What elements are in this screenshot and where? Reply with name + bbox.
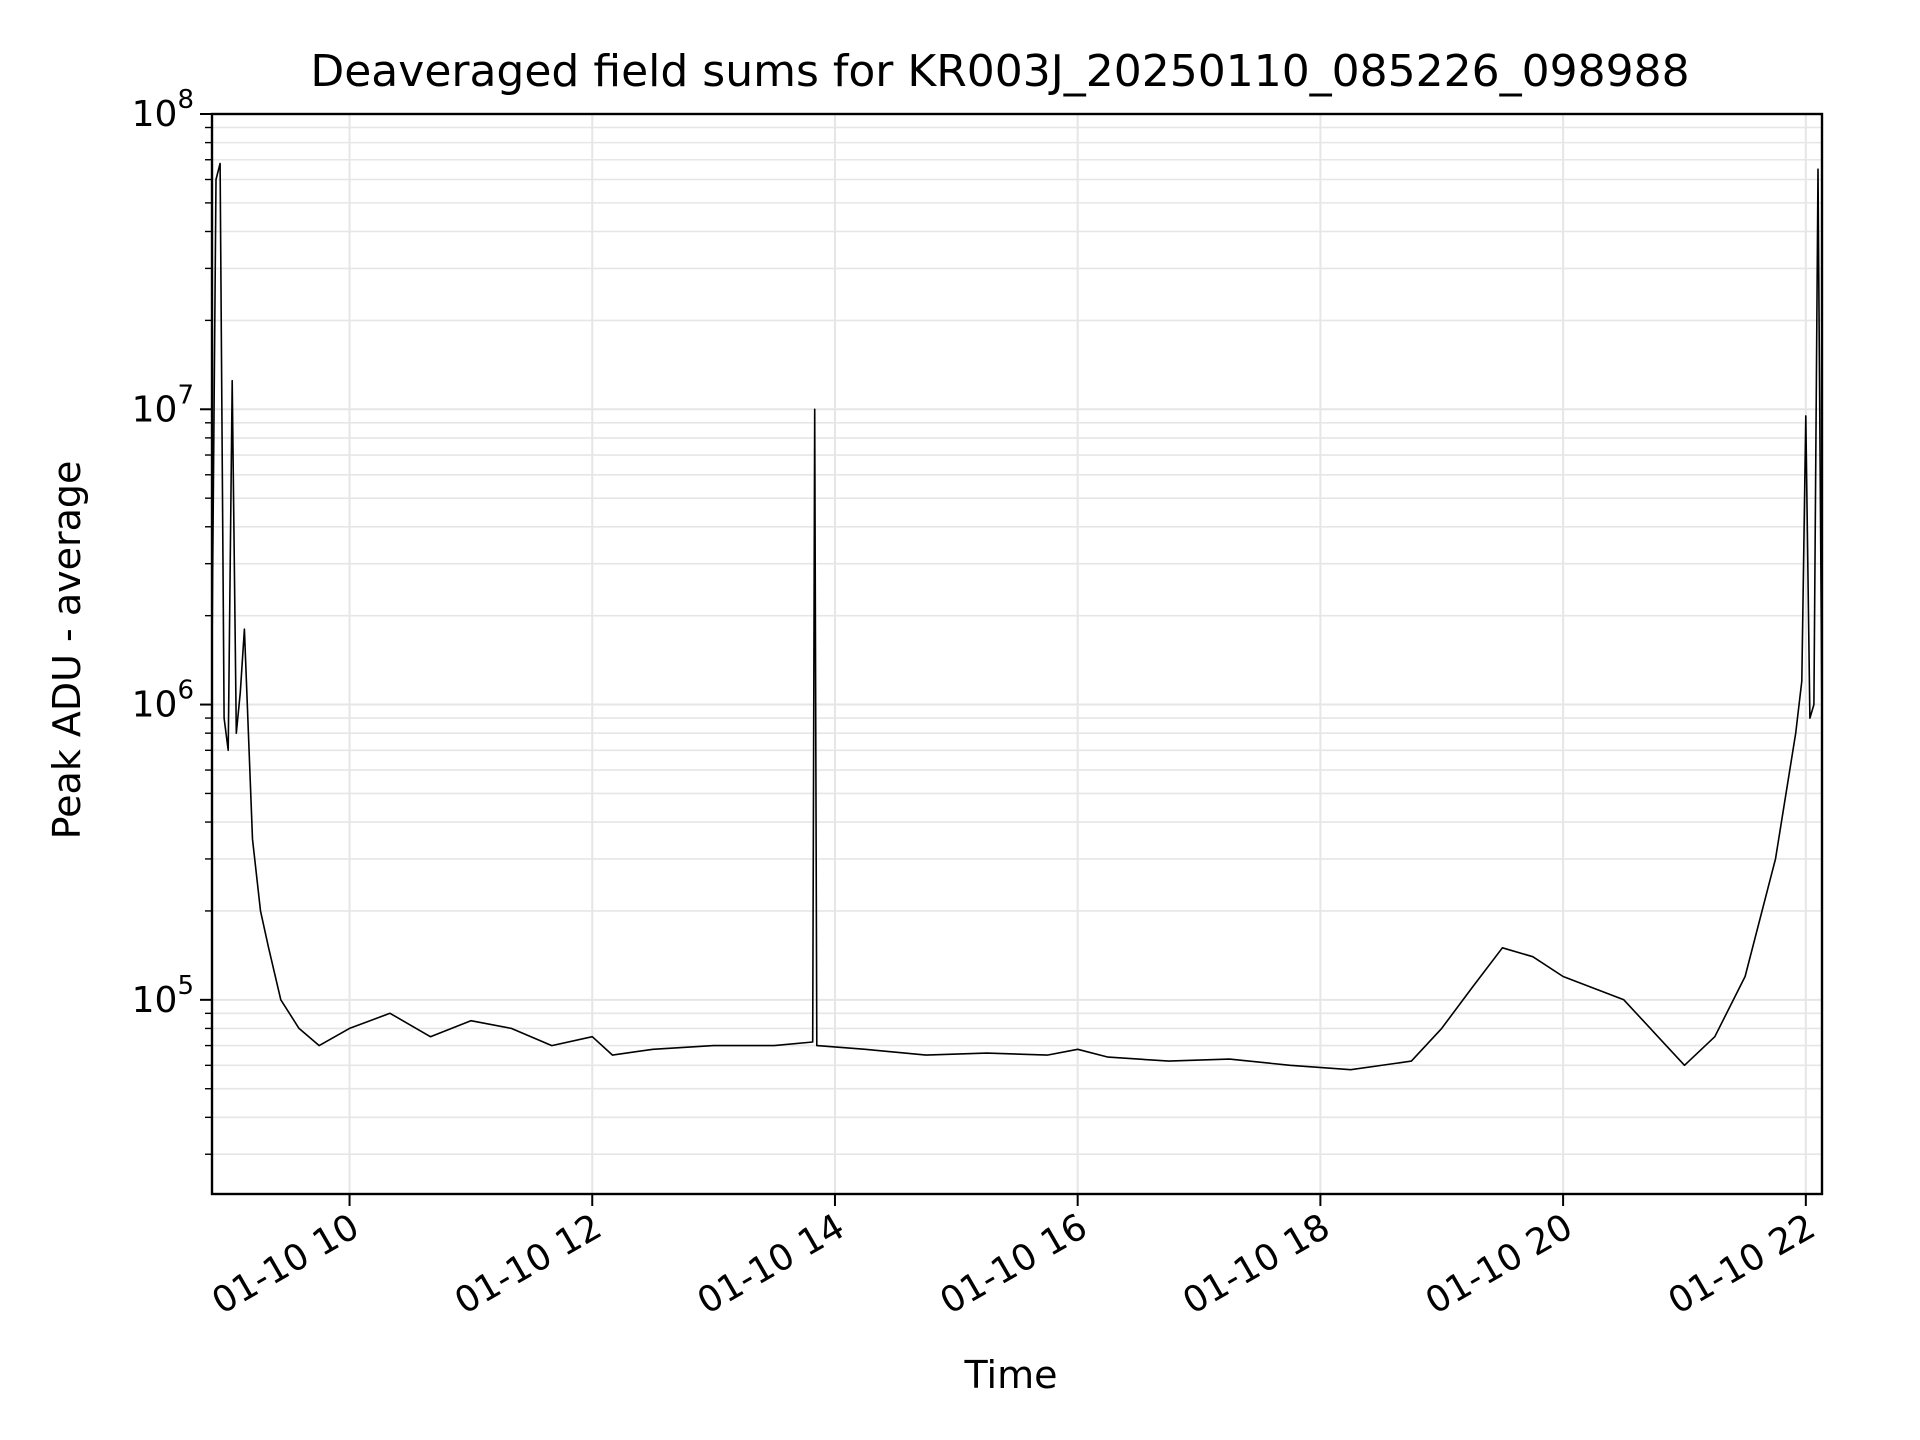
y-tick-label: 108 (132, 85, 194, 135)
plot-frame (210, 112, 1824, 1196)
y-axis-label: Peak ADU - average (45, 461, 89, 840)
chart-title: Deaveraged field sums for KR003J_2025011… (310, 46, 1689, 97)
y-tick-labels: 105 106 107 108 (132, 85, 194, 1021)
grid (212, 113, 1822, 1194)
x-tick-label: 01-10 12 (448, 1206, 609, 1322)
x-tick-label: 01-10 22 (1662, 1206, 1823, 1322)
x-tick-label: 01-10 10 (205, 1206, 366, 1322)
series-layer (211, 162, 1823, 1071)
y-tick-label: 105 (132, 971, 194, 1021)
y-tick-label: 106 (132, 676, 194, 726)
x-tick-label: 01-10 20 (1419, 1206, 1580, 1322)
x-tick-labels: 01-10 10 01-10 12 01-10 14 01-10 16 01-10 18… (205, 1206, 1822, 1322)
x-tick-label: 01-10 18 (1176, 1206, 1337, 1322)
x-tick-label: 01-10 16 (934, 1206, 1095, 1322)
y-tick-label: 107 (132, 380, 194, 430)
series-line (211, 162, 1823, 1071)
ticks (200, 113, 1807, 1206)
x-tick-label: 01-10 14 (691, 1206, 852, 1322)
x-axis-label: Time (964, 1353, 1058, 1397)
